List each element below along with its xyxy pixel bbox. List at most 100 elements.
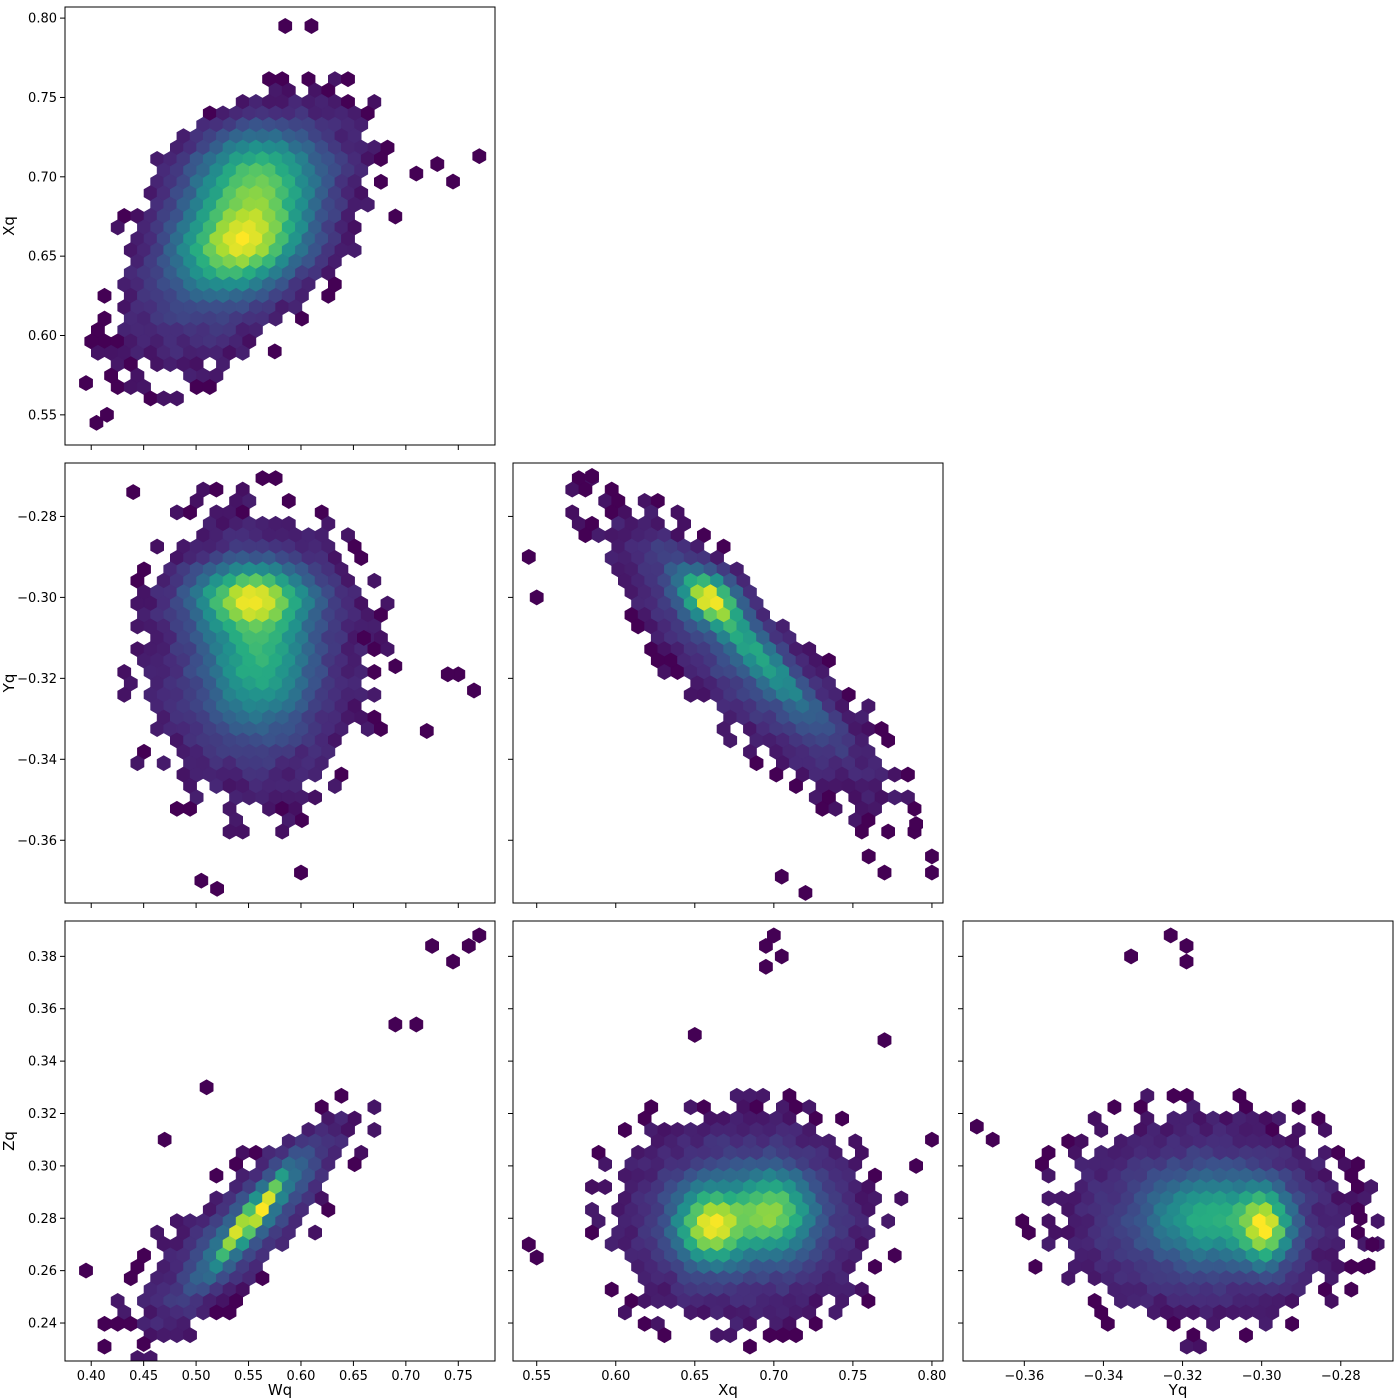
hexbin-cell	[861, 848, 876, 865]
hexbin-cell	[367, 1122, 382, 1138]
hexbin-cell	[723, 1327, 738, 1344]
panel-1: −0.28 −0.30 −0.32 −0.34 −0.36 Yq	[0, 462, 496, 908]
y-tick-label: −0.28	[17, 510, 57, 525]
hexbin-cell	[354, 550, 369, 566]
hexbin-cell	[461, 937, 476, 954]
hexbin-cell	[143, 1350, 158, 1361]
y-tick-label: −0.36	[17, 834, 57, 849]
hexbin-cell	[194, 872, 209, 889]
hexbin-cell	[304, 18, 319, 34]
hexbin-cell	[278, 18, 293, 34]
y-tick-label: 0.28	[28, 1212, 57, 1227]
hexbin-cell	[868, 1258, 882, 1275]
hexbin-cell	[909, 1157, 924, 1174]
hexbin-cell	[79, 1262, 93, 1279]
hexbin-cell	[360, 196, 375, 213]
x-tick-label: 0.45	[129, 1369, 158, 1384]
hexbin-cell	[136, 1336, 151, 1352]
hexbin-cells	[969, 927, 1385, 1355]
hexbin-cell	[1361, 1257, 1376, 1274]
hexbin-cell	[281, 493, 296, 509]
hexbin-cell	[1258, 1315, 1273, 1332]
hexbin-cell	[170, 800, 184, 817]
y-tick-label: 0.32	[28, 1107, 57, 1122]
hexbin-cell	[1193, 1338, 1207, 1355]
hexbin-cell	[1353, 1210, 1368, 1227]
hexbin-cell	[529, 589, 544, 606]
hexbin-cell	[170, 504, 184, 521]
hexbin-cell	[925, 1131, 939, 1148]
hexbin-cell	[907, 800, 922, 817]
axes-frame	[64, 462, 496, 904]
hexbin-cell	[887, 789, 902, 806]
hexbin-cell	[373, 173, 388, 190]
hexbin-cell	[150, 538, 164, 555]
hexbin-cell	[89, 414, 104, 431]
y-axis-label: Zq	[0, 1131, 18, 1151]
y-tick-label: 0.24	[28, 1317, 57, 1332]
x-tick-label: 0.75	[444, 1369, 473, 1384]
hexbin-cell	[1021, 1224, 1036, 1241]
hexbin-cell	[887, 766, 902, 783]
y-tick-label: 0.30	[28, 1159, 57, 1174]
y-tick-label: −0.34	[17, 753, 57, 768]
hexbin-cell	[894, 1190, 909, 1207]
hexbin-cell	[235, 344, 250, 361]
hexbin-cell	[268, 470, 283, 487]
hexbin-cell	[295, 310, 309, 327]
hexbin-cell	[308, 766, 323, 783]
hexbin-cell	[100, 406, 114, 423]
hexbin-cell	[808, 1315, 823, 1332]
x-axis-label: Yq	[1168, 1381, 1188, 1399]
hexbin-cell	[598, 1156, 613, 1173]
hexbin-cell	[585, 1224, 599, 1241]
hexbin-cell	[789, 778, 803, 794]
hexbin-cell	[710, 1327, 724, 1344]
hexbin-cell	[1318, 1122, 1332, 1138]
hexbin-cell	[472, 927, 487, 944]
x-tick-label: 0.70	[391, 1369, 420, 1384]
y-tick-label: −0.32	[17, 672, 57, 687]
hexbin-cell	[585, 468, 599, 484]
hexbin-cell	[157, 1131, 172, 1148]
y-tick-label: 0.80	[28, 12, 57, 27]
hexbin-cell	[877, 1032, 892, 1049]
hexbin-cell	[156, 390, 171, 407]
hexbin-cell	[1365, 1236, 1380, 1253]
hexbin-cell	[774, 948, 789, 965]
hexbin-cell	[97, 1315, 112, 1332]
hexbin-cell	[657, 1327, 672, 1344]
hexbin-cell	[430, 156, 445, 173]
hexbin-cell	[1285, 1293, 1299, 1309]
hexbin-cell	[308, 1224, 323, 1241]
hexbin-cell	[199, 1079, 214, 1096]
hexbin-cell	[861, 1293, 876, 1309]
axes-frame	[512, 920, 944, 1362]
hexbin-cell	[1324, 1293, 1339, 1309]
hexbin-cell	[347, 1156, 362, 1173]
hexbin-cell	[854, 823, 869, 840]
y-axis-label: Yq	[0, 674, 18, 694]
hexbin-cell	[1166, 1087, 1181, 1104]
hexbin-cell	[409, 1016, 424, 1033]
hexbin-cell	[1179, 937, 1194, 954]
hexbin-cell	[1041, 1167, 1056, 1184]
hexbin-cell	[1041, 1190, 1056, 1207]
x-tick-label: 0.55	[522, 1369, 551, 1384]
hexbin-cell	[347, 242, 362, 259]
hexbin-cell	[117, 686, 132, 703]
hexbin-cell	[267, 343, 282, 360]
x-tick-label: 0.80	[917, 1369, 946, 1384]
hexbin-cell	[529, 1249, 544, 1266]
hexbin-cell	[367, 572, 382, 589]
hexbin-cell	[585, 1179, 599, 1195]
hexbin-cell	[598, 1179, 613, 1195]
hexbin-cell	[1124, 948, 1138, 965]
hexbin-cell	[789, 1327, 803, 1344]
hexbin-cell	[130, 755, 145, 772]
hexbin-cell	[156, 755, 171, 772]
hexbin-cell	[743, 1338, 757, 1355]
hexbin-cell	[388, 658, 403, 675]
hexbin-cell	[126, 484, 141, 501]
y-tick-label: 0.60	[28, 329, 57, 344]
